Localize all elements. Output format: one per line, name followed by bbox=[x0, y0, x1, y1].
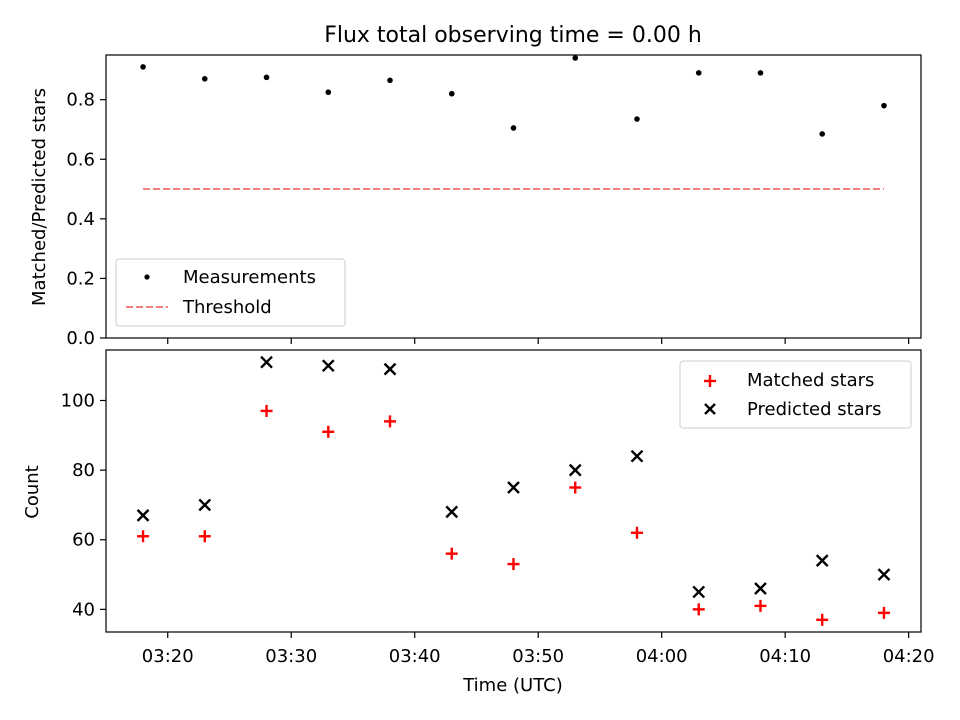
measurement-point bbox=[448, 90, 455, 97]
top-y-ticks: 0.0 0.2 0.4 0.6 0.8 bbox=[66, 90, 106, 349]
measurement-point bbox=[881, 102, 887, 109]
legend-marker-measurements bbox=[144, 274, 150, 280]
predicted-star-point bbox=[260, 355, 273, 369]
top-axes-frame bbox=[105, 54, 922, 339]
bottom-y-tick-label: 80 bbox=[72, 460, 95, 481]
bottom-axes-frame bbox=[105, 349, 922, 633]
predicted-star-point bbox=[507, 481, 520, 494]
bottom-y-tick-label: 100 bbox=[61, 390, 95, 411]
bottom-x-tick-label: 04:00 bbox=[636, 646, 688, 667]
matched-star-point bbox=[630, 526, 643, 539]
bottom-x-tick-label: 04:20 bbox=[883, 646, 935, 667]
matched-star-point bbox=[198, 530, 211, 543]
predicted-star-point bbox=[754, 582, 767, 595]
bottom-ylabel: Count bbox=[22, 465, 43, 518]
predicted-star-point bbox=[198, 498, 212, 512]
matched-star-point bbox=[322, 425, 335, 438]
bottom-x-tick-label: 03:50 bbox=[512, 646, 564, 667]
predicted-star-point bbox=[136, 509, 150, 522]
matched-star-point bbox=[260, 404, 273, 417]
matched-star-point bbox=[445, 547, 458, 560]
predicted-star-point bbox=[321, 359, 335, 373]
bottom-x-tick-label: 03:20 bbox=[142, 646, 194, 667]
predicted-star-point bbox=[445, 505, 459, 519]
top-y-tick-label: 0.4 bbox=[66, 209, 95, 230]
measurement-point bbox=[819, 131, 826, 137]
predicted-star-point bbox=[383, 362, 397, 376]
measurements-series bbox=[140, 55, 887, 137]
predicted-star-point bbox=[692, 585, 706, 599]
measurement-point bbox=[634, 116, 640, 122]
matched-star-point bbox=[754, 599, 767, 612]
matched-star-point bbox=[877, 606, 890, 619]
top-y-tick-label: 0.6 bbox=[66, 149, 95, 170]
measurement-point bbox=[140, 64, 146, 70]
matched-stars-series bbox=[137, 404, 890, 626]
measurement-point bbox=[263, 74, 270, 81]
bottom-legend: Matched stars Predicted stars bbox=[679, 360, 912, 429]
bottom-legend-box bbox=[679, 360, 912, 429]
matched-star-point bbox=[692, 603, 705, 616]
top-y-tick-label: 0.8 bbox=[66, 90, 95, 111]
matched-star-point bbox=[137, 530, 150, 543]
matched-star-point bbox=[384, 415, 397, 428]
top-ylabel: Matched/Predicted stars bbox=[29, 88, 50, 306]
measurement-point bbox=[572, 55, 579, 61]
matched-star-point bbox=[507, 558, 520, 571]
measurement-point bbox=[387, 77, 393, 84]
legend-label-predicted: Predicted stars bbox=[747, 399, 881, 420]
predicted-star-point bbox=[568, 463, 582, 477]
top-legend: Measurements Threshold bbox=[115, 258, 346, 327]
matched-star-point bbox=[816, 613, 829, 626]
measurement-point bbox=[757, 70, 764, 76]
legend-marker-matched bbox=[704, 375, 716, 387]
matched-star-point bbox=[569, 481, 582, 494]
predicted-star-point bbox=[877, 568, 891, 581]
top-x-ticks bbox=[167, 338, 910, 344]
predicted-star-point bbox=[815, 554, 829, 567]
bottom-xlabel: Time (UTC) bbox=[462, 675, 563, 696]
bottom-x-tick-label: 03:40 bbox=[389, 646, 441, 667]
legend-label-matched: Matched stars bbox=[747, 370, 874, 391]
bottom-y-tick-label: 60 bbox=[72, 530, 95, 551]
top-title: Flux total observing time = 0.00 h bbox=[324, 23, 702, 48]
bottom-x-tick-label: 04:10 bbox=[759, 646, 811, 667]
measurement-point bbox=[201, 76, 208, 82]
measurement-point bbox=[510, 125, 517, 131]
top-y-tick-label: 0.2 bbox=[66, 268, 95, 289]
measurement-point bbox=[325, 89, 332, 96]
predicted-star-point bbox=[630, 449, 644, 463]
legend-marker-predicted bbox=[704, 403, 716, 415]
bottom-x-tick-label: 03:30 bbox=[265, 646, 317, 667]
bottom-x-ticks: 03:20 03:30 03:40 03:50 04:00 04:10 04:20 bbox=[142, 632, 935, 667]
legend-label-measurements: Measurements bbox=[183, 267, 316, 288]
top-legend-box bbox=[115, 258, 346, 327]
bottom-y-tick-label: 40 bbox=[72, 599, 95, 620]
predicted-stars-series bbox=[136, 355, 891, 599]
measurement-point bbox=[695, 70, 702, 76]
legend-label-threshold: Threshold bbox=[182, 297, 272, 318]
top-y-tick-label: 0.0 bbox=[66, 328, 95, 349]
bottom-y-ticks: 40 60 80 100 bbox=[61, 390, 106, 620]
